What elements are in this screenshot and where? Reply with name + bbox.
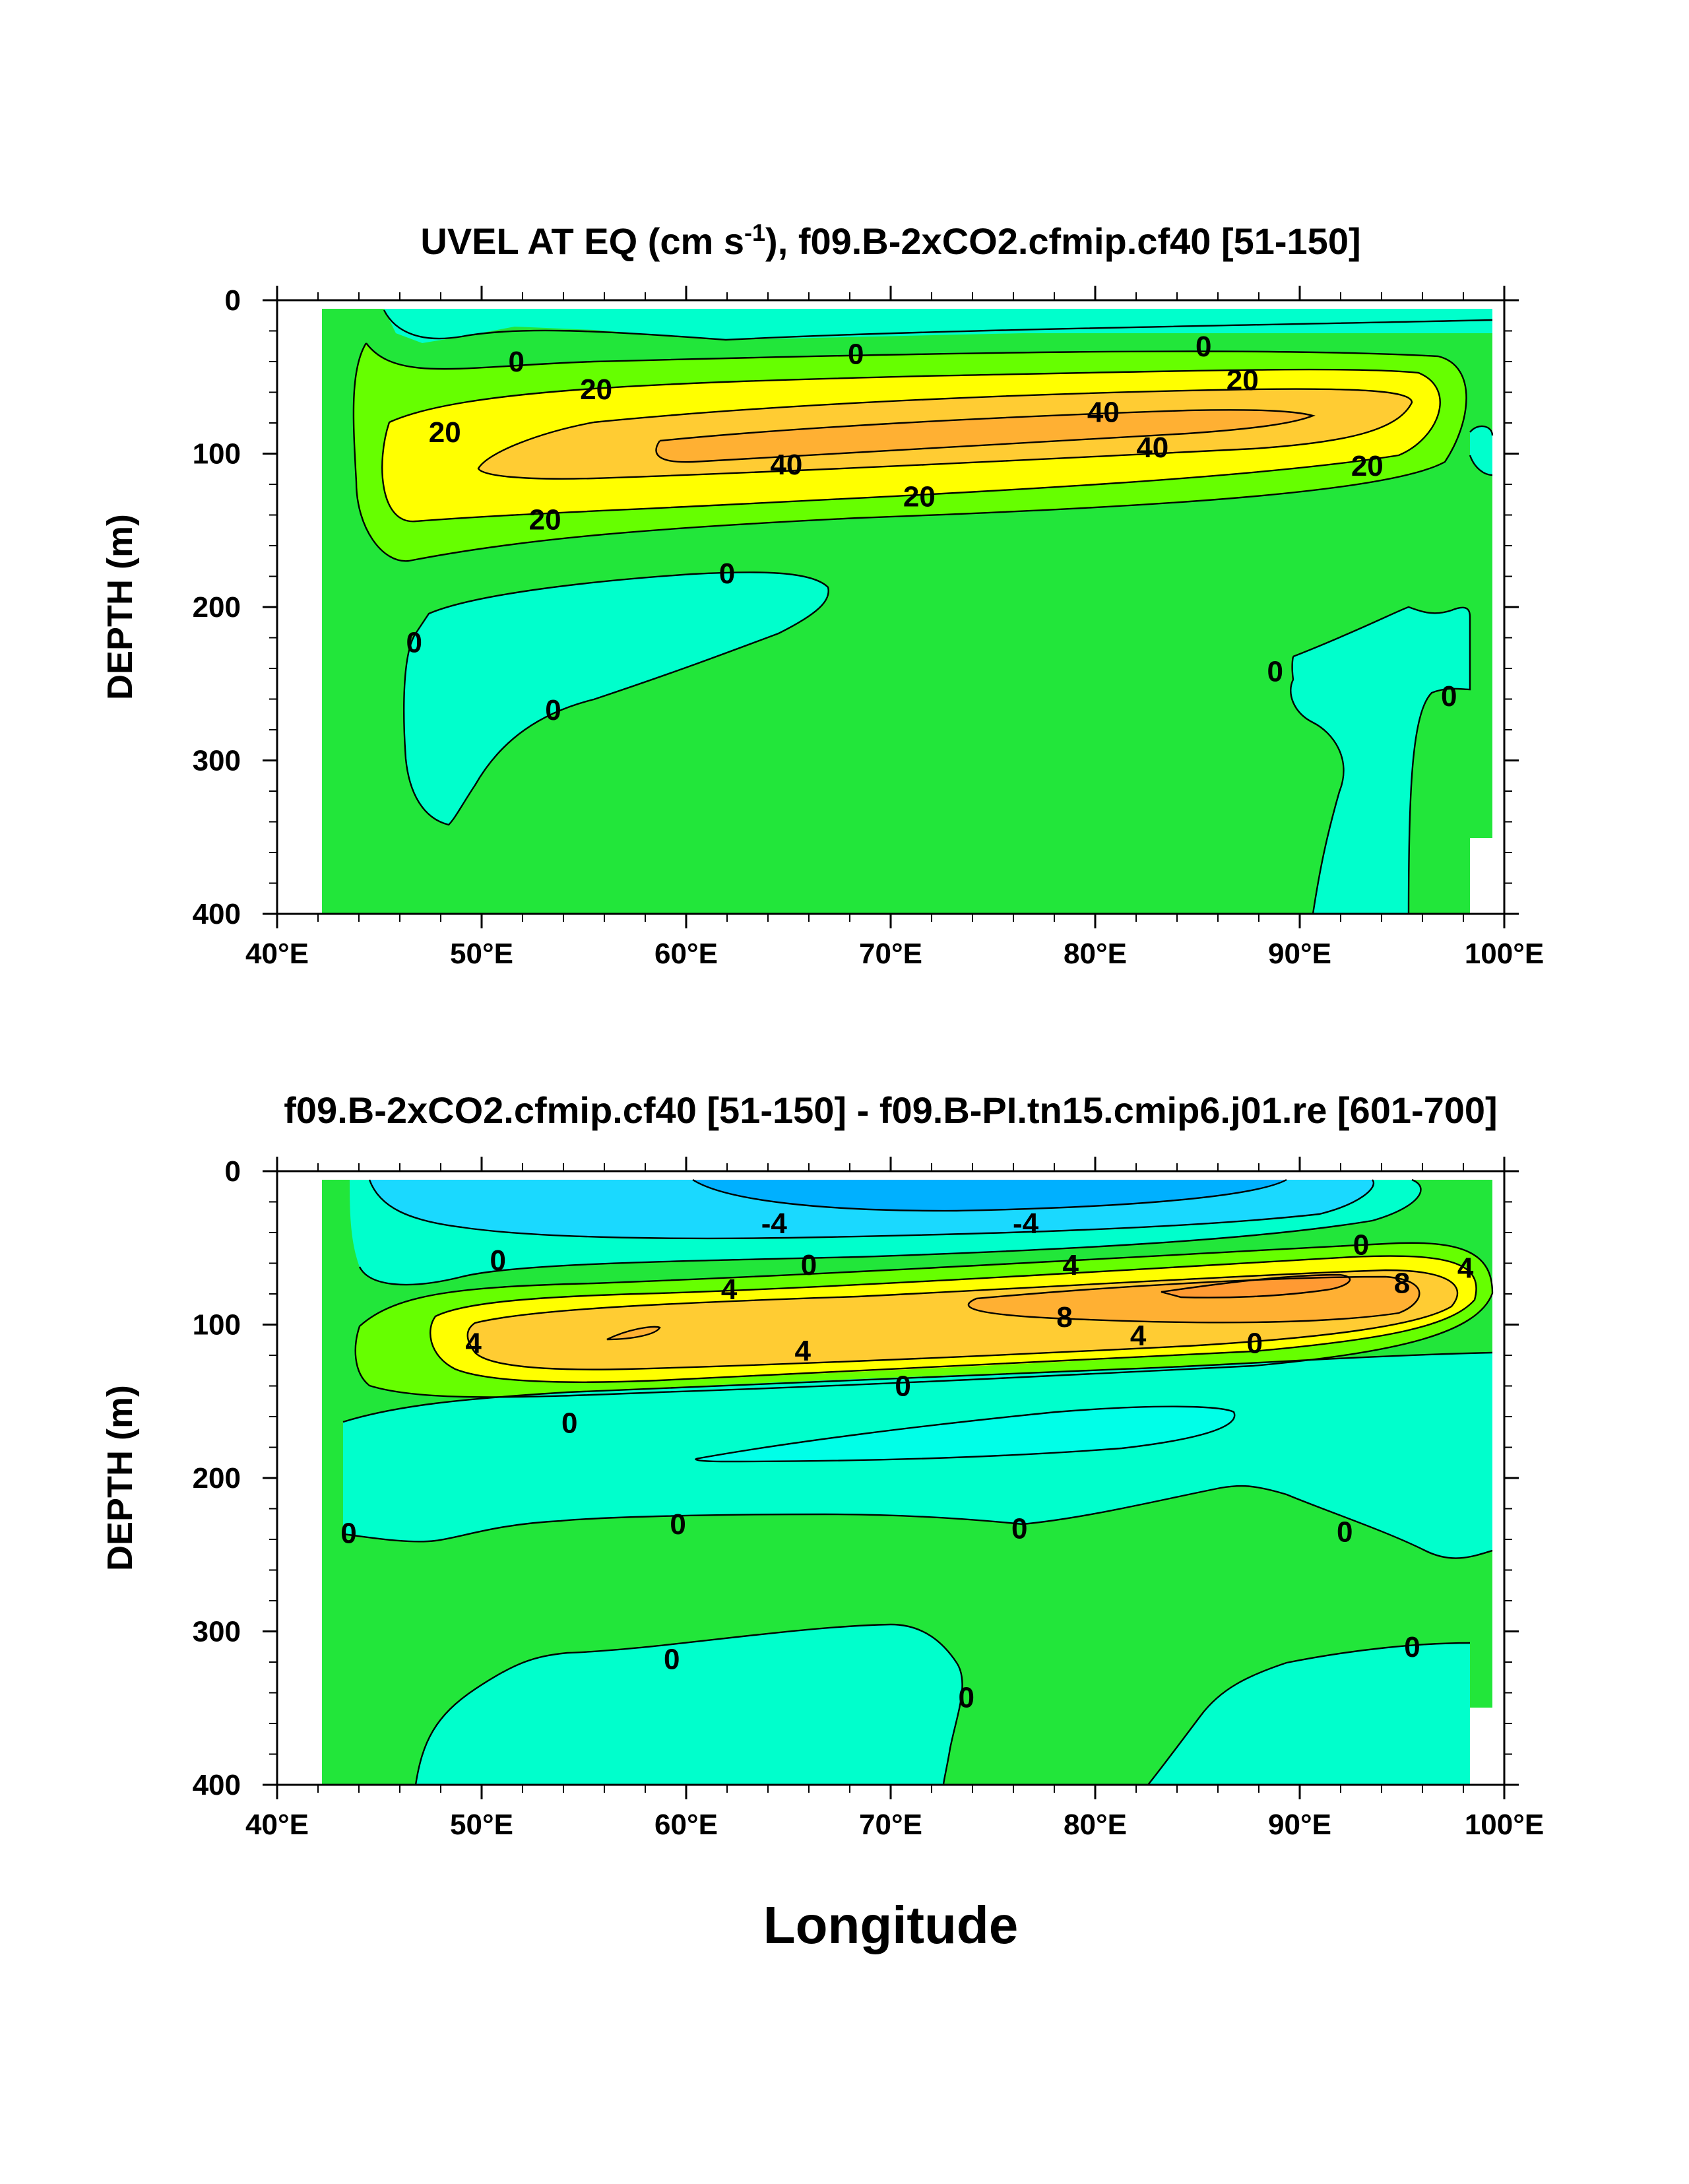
panel-2-title: f09.B-2xCO2.cfmip.cf40 [51-150] - f09.B-… [284, 1089, 1497, 1131]
contour-label: 20 [1227, 364, 1259, 397]
x-tick-label: 60°E [654, 938, 718, 970]
patch-neg-deep-left-2 [416, 1624, 963, 1785]
x-tick-label: 80°E [1064, 1809, 1127, 1841]
y-tick-label: 400 [193, 898, 241, 930]
patch-neg-right-edge [1470, 426, 1492, 475]
contour-label: 0 [561, 1407, 577, 1439]
x-tick-label: 40°E [245, 938, 309, 970]
y-tick-label: 200 [193, 591, 241, 624]
x-tick-label: 90°E [1268, 1809, 1331, 1841]
contour-label: 0 [664, 1643, 680, 1675]
y-tick-label: 200 [193, 1462, 241, 1494]
panel-1-contour-fill: 0 0 0 20 20 20 40 40 40 20 20 20 0 0 0 0 0 [322, 309, 1494, 914]
y-tick-label: 100 [193, 1309, 241, 1341]
contour-label: 20 [1351, 450, 1384, 482]
contour-label: 4 [794, 1335, 811, 1367]
x-tick-label: 80°E [1064, 938, 1127, 970]
contour-label: 0 [895, 1370, 910, 1403]
contour-label: 40 [1087, 397, 1120, 429]
core-above-40 [656, 410, 1313, 463]
contour-label: 0 [508, 346, 524, 378]
contour-label: 0 [848, 338, 864, 370]
x-tick-label: 90°E [1268, 938, 1331, 970]
contour-label: 0 [1247, 1327, 1263, 1359]
contour-label: 0 [1337, 1516, 1353, 1548]
contour-label: 0 [406, 626, 422, 658]
x-tick-label: 40°E [245, 1809, 309, 1841]
patch-neg-deep-left [404, 572, 829, 825]
contour-label: 0 [1267, 656, 1283, 688]
contour-label: 0 [545, 694, 561, 726]
y-tick-label: 300 [193, 1616, 241, 1648]
y-tick-label: 300 [193, 745, 241, 777]
x-tick-label: 50°E [450, 1809, 513, 1841]
x-tick-label: 100°E [1465, 938, 1544, 970]
contour-label: 0 [1404, 1631, 1420, 1663]
contour-label: 4 [1457, 1252, 1474, 1284]
y-tick-label: 100 [193, 438, 241, 470]
contour-label: 4 [465, 1327, 482, 1359]
contour-label: 0 [719, 558, 735, 590]
contour-label: 20 [580, 373, 612, 406]
contour-label: 0 [1195, 331, 1211, 363]
contour-label: 40 [770, 449, 802, 481]
contour-label: 20 [903, 481, 936, 513]
panel-2-contour-fill: -4 -4 0 4 0 0 4 8 4 8 4 4 0 4 0 0 0 0 0 0 0 0 0 [322, 1178, 1494, 1785]
contour-label: 4 [1063, 1249, 1079, 1281]
contour-label: 4 [1130, 1320, 1147, 1352]
band-neg2-subsurface-core [695, 1406, 1235, 1461]
x-tick-label: 70°E [859, 938, 922, 970]
y-tick-label: 0 [225, 284, 241, 317]
core-above-8 [1161, 1275, 1351, 1298]
contour-label: 20 [429, 416, 461, 449]
panel-2-difference: f09.B-2xCO2.cfmip.cf40 [51-150] - f09.B-… [100, 1089, 1544, 1954]
contour-label: 0 [340, 1518, 356, 1550]
panel-1-title: UVEL AT EQ (cm s-1), f09.B-2xCO2.cfmip.c… [420, 219, 1360, 263]
contour-label: 0 [958, 1681, 974, 1714]
contour-label: 20 [529, 503, 561, 536]
patch-neg-deep-right [1291, 607, 1470, 914]
panel-1-ylabel: DEPTH (m) [100, 514, 140, 700]
patch-neg-deep-right-2 [1148, 1643, 1470, 1785]
contour-label: 40 [1136, 432, 1168, 464]
contour-label: 0 [670, 1508, 685, 1541]
contour-label: 0 [1441, 680, 1457, 713]
contour-label: -4 [761, 1207, 788, 1240]
contour-label: 0 [1011, 1513, 1027, 1545]
x-tick-label: 70°E [859, 1809, 922, 1841]
panel-2-xlabel: Longitude [763, 1896, 1019, 1954]
contour-label: 0 [1353, 1229, 1369, 1262]
contour-label: 4 [721, 1273, 738, 1306]
x-tick-label: 60°E [654, 1809, 718, 1841]
panel-2-ylabel: DEPTH (m) [100, 1385, 140, 1571]
contour-label: 8 [1056, 1301, 1072, 1333]
contour-label: 0 [490, 1244, 506, 1277]
core-left-6 [607, 1326, 660, 1339]
y-tick-label: 400 [193, 1769, 241, 1801]
contour-label: -4 [1013, 1207, 1039, 1240]
contour-label: 0 [801, 1249, 817, 1281]
x-tick-label: 100°E [1465, 1809, 1544, 1841]
panel-1-velocity: UVEL AT EQ (cm s-1), f09.B-2xCO2.cfmip.c… [100, 219, 1544, 971]
y-tick-label: 0 [225, 1155, 241, 1188]
contour-label: 8 [1394, 1268, 1410, 1300]
x-tick-label: 50°E [450, 938, 513, 970]
